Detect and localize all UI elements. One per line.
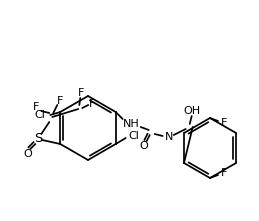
- Text: F: F: [221, 118, 227, 128]
- Text: O: O: [139, 141, 148, 151]
- Text: NH: NH: [123, 119, 140, 129]
- Text: F: F: [33, 102, 39, 112]
- Text: OH: OH: [183, 106, 200, 116]
- Text: F: F: [57, 96, 63, 106]
- Text: F: F: [221, 168, 227, 178]
- Text: S: S: [34, 133, 42, 145]
- Text: F: F: [89, 99, 96, 109]
- Text: Cl: Cl: [128, 131, 139, 141]
- Text: N: N: [164, 132, 173, 142]
- Text: F: F: [78, 88, 84, 98]
- Text: O: O: [23, 149, 32, 159]
- Text: Cl: Cl: [35, 110, 46, 120]
